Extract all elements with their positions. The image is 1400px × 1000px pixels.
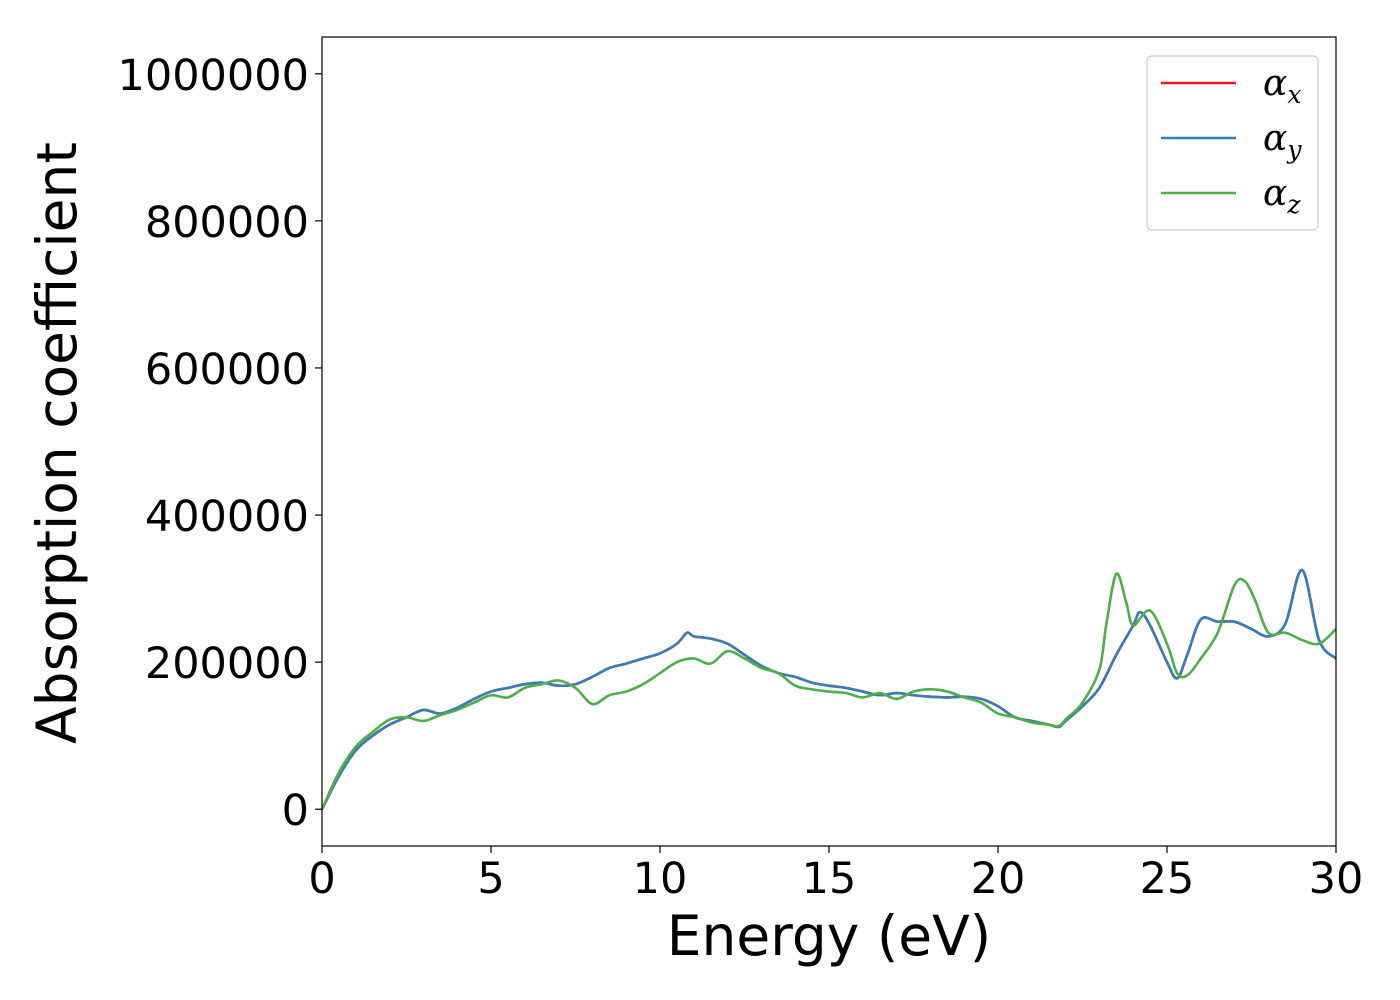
y-axis-ticks: 0 200000 400000 600000 800000 1000000 [117,51,322,836]
series-lines [322,568,1336,811]
y-tick-label: 800000 [145,198,309,248]
y-tick-label: 200000 [145,639,309,689]
x-tick-label: 5 [477,854,504,904]
series-line-α-z [322,572,1336,811]
x-tick-label: 10 [633,854,688,904]
x-tick-label: 30 [1309,854,1364,904]
x-tick-label: 15 [802,854,857,904]
legend: αx αy αz [1146,55,1319,231]
x-axis-label: Energy (eV) [667,904,991,968]
y-axis-label: Absorption coefficient [25,142,89,744]
y-tick-label: 400000 [145,492,309,542]
x-axis-ticks: 0 5 10 15 20 25 30 [308,846,1363,904]
plot-frame [321,36,1337,847]
x-tick-label: 0 [308,854,335,904]
legend-label: αx [1263,63,1301,109]
y-tick-label: 0 [282,786,309,836]
y-tick-label: 600000 [145,345,309,395]
x-tick-label: 20 [971,854,1026,904]
y-tick-label: 1000000 [117,51,309,101]
series-line-α-y [322,568,1336,811]
legend-label: αz [1263,173,1301,219]
legend-box [1146,55,1319,231]
legend-label: αy [1263,118,1302,164]
x-tick-label: 25 [1140,854,1195,904]
series-line-α-x [322,568,1336,811]
